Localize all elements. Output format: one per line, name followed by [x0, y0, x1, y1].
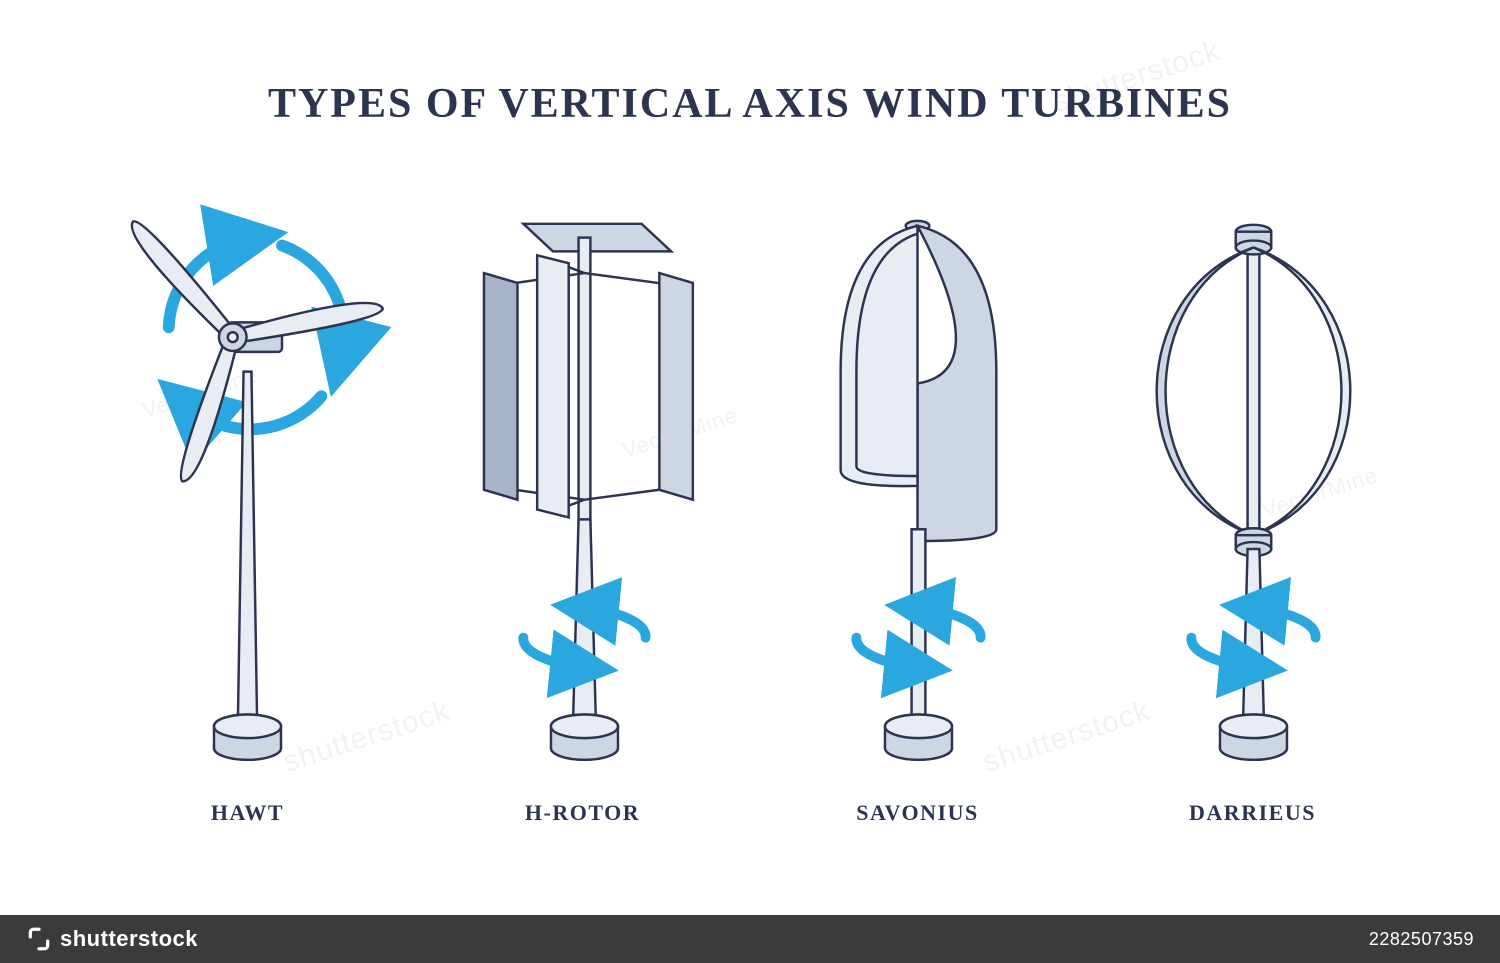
turbine-row — [80, 170, 1420, 790]
label-h-rotor: H-ROTOR — [415, 800, 750, 826]
turbine-h-rotor — [415, 170, 750, 790]
h-rotor-svg — [415, 170, 750, 790]
footer-brand-text: shutterstock — [60, 926, 198, 952]
darrieus-svg — [1085, 170, 1420, 790]
footer-image-id: 2282507359 — [1369, 929, 1474, 950]
diagram-title: TYPES OF VERTICAL AXIS WIND TURBINES — [0, 80, 1500, 128]
footer-bar: shutterstock 2282507359 — [0, 915, 1500, 963]
turbine-savonius — [750, 170, 1085, 790]
turbine-darrieus — [1085, 170, 1420, 790]
savonius-svg — [750, 170, 1085, 790]
label-darrieus: DARRIEUS — [1085, 800, 1420, 826]
label-savonius: SAVONIUS — [750, 800, 1085, 826]
diagram-canvas: shutterstock VectorMine VectorMine Vecto… — [0, 0, 1500, 963]
hawt-svg — [80, 170, 415, 790]
label-row: HAWT H-ROTOR SAVONIUS DARRIEUS — [80, 800, 1420, 826]
footer-brand: shutterstock — [26, 926, 198, 952]
shutterstock-icon — [26, 926, 52, 952]
turbine-hawt — [80, 170, 415, 790]
label-hawt: HAWT — [80, 800, 415, 826]
